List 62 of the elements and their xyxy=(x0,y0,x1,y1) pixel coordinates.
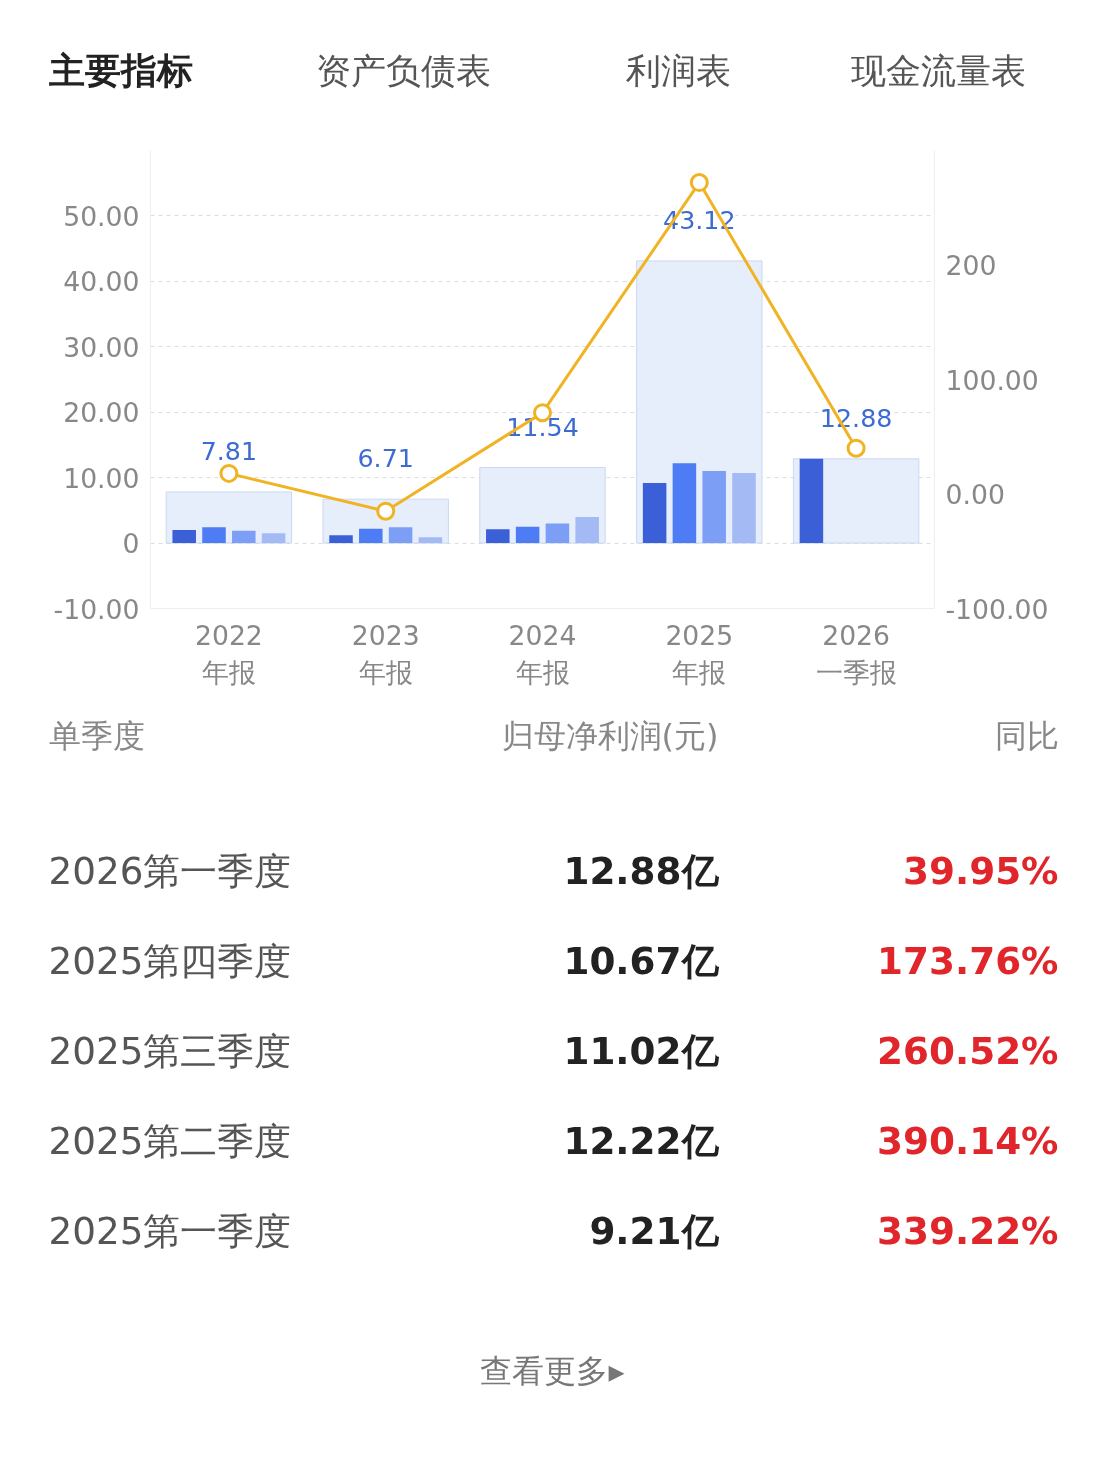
bar xyxy=(202,527,226,544)
bar xyxy=(642,482,667,544)
text: 10.67亿 xyxy=(563,938,720,983)
text: 2025第三季度 xyxy=(48,1028,292,1073)
text: 利润表 xyxy=(625,50,731,91)
text: 2025第四季度 xyxy=(48,938,292,983)
text: 12.22亿 xyxy=(563,1118,720,1163)
y2-tick-label: 100.00 xyxy=(945,364,1039,396)
point xyxy=(846,438,866,458)
bar xyxy=(799,458,824,544)
y-tick-label: 10.00 xyxy=(63,462,140,494)
bar xyxy=(702,471,726,544)
point xyxy=(376,501,396,521)
bar xyxy=(388,527,413,544)
x-tick-label: 2022 年报 xyxy=(194,619,263,688)
text: 2025第二季度 xyxy=(48,1118,292,1163)
text: 173.76% xyxy=(877,938,1059,983)
y2-tick-label: -100.00 xyxy=(945,593,1049,625)
text: 12.88亿 xyxy=(563,848,720,893)
y-tick-label: -10.00 xyxy=(53,593,140,625)
y-tick-label: 50.00 xyxy=(63,200,140,232)
point xyxy=(689,173,709,193)
bar xyxy=(732,473,756,544)
x-tick-label: 2025 年报 xyxy=(665,619,734,688)
text: 现金流量表 xyxy=(850,50,1026,91)
text: 11.02亿 xyxy=(563,1028,720,1073)
y-tick-label: 40.00 xyxy=(63,266,140,298)
text: 查看更多▸ xyxy=(480,1351,625,1390)
text: 2025第一季度 xyxy=(48,1208,292,1253)
point xyxy=(219,463,239,483)
data-label: 6.71 xyxy=(357,443,414,474)
bar xyxy=(329,535,353,544)
text: 9.21亿 xyxy=(589,1208,720,1253)
bar xyxy=(418,537,443,544)
text: 资产负债表 xyxy=(315,50,491,91)
text: 260.52% xyxy=(877,1028,1059,1073)
bar xyxy=(545,523,570,544)
bar xyxy=(672,463,697,544)
bar xyxy=(575,516,599,544)
y2-tick-label: 200 xyxy=(945,250,997,281)
bar xyxy=(359,528,383,544)
data-label: 7.81 xyxy=(200,435,258,466)
y2-tick-label: 0.00 xyxy=(945,479,1005,510)
x-tick-label: 2024 年报 xyxy=(508,619,577,688)
text: 同比 xyxy=(994,716,1059,755)
text: 390.14% xyxy=(877,1118,1059,1163)
text: 单季度 xyxy=(48,716,145,755)
text: 归母净利润(元) xyxy=(501,716,719,755)
x-tick-label: 2023 年报 xyxy=(351,619,420,688)
x-tick-label: 2026 一季报 xyxy=(815,619,897,688)
y-tick-label: 30.00 xyxy=(63,331,140,363)
text: 主要指标 xyxy=(48,50,193,91)
text: 2026第一季度 xyxy=(48,848,292,893)
text: 339.22% xyxy=(877,1208,1059,1253)
bar xyxy=(515,526,540,544)
bar xyxy=(232,530,256,544)
y-tick-label: 20.00 xyxy=(63,397,140,429)
bar xyxy=(172,529,196,544)
text: 39.95% xyxy=(903,848,1059,893)
bar xyxy=(261,533,286,544)
bar xyxy=(486,529,510,544)
y-tick-label: 0 xyxy=(122,528,140,560)
